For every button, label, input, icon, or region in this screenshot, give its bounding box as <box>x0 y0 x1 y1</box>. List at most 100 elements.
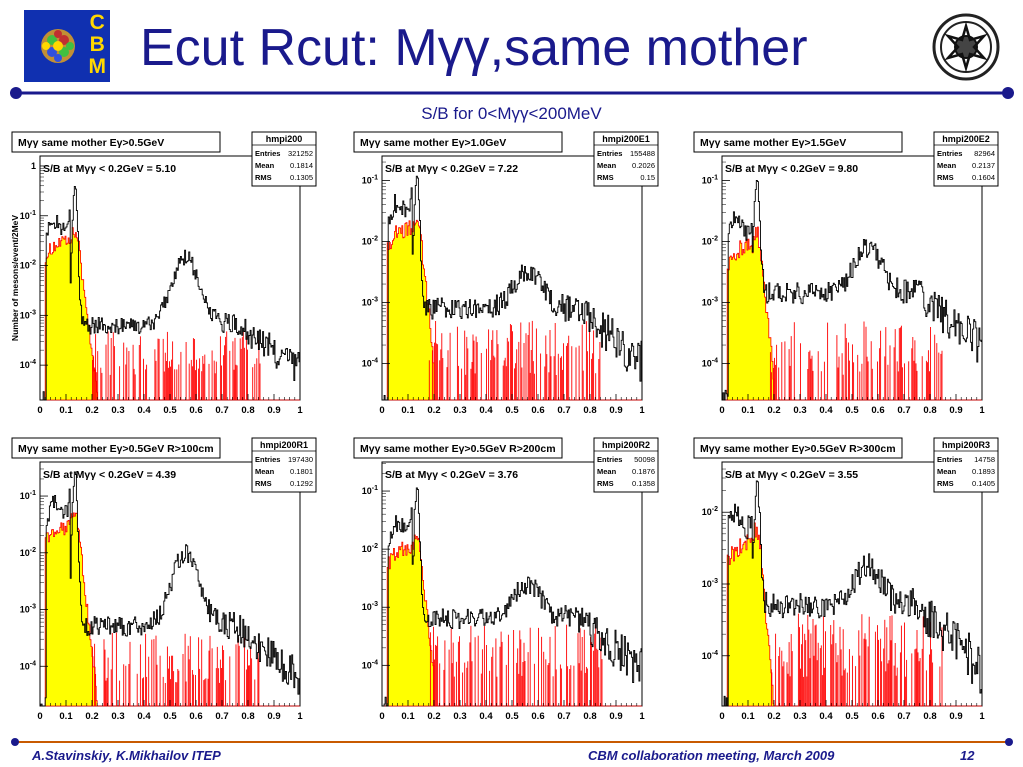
sb-annotation: S/B at Mγγ < 0.2GeV = 4.39 <box>43 469 176 481</box>
x-tick-label: 0.2 <box>427 711 440 722</box>
x-tick-label: 0.3 <box>453 405 466 416</box>
stats-label: Entries <box>597 455 622 464</box>
stats-value: 0.2137 <box>972 161 995 170</box>
y-axis-label: Number of mesons/event/2MeV <box>10 215 20 341</box>
stats-name: hmpi200R3 <box>942 440 990 450</box>
y-tick-label: 10-3 <box>20 309 36 320</box>
plot-title: Mγγ same mother Eγ>1.5GeV <box>700 137 846 149</box>
stats-value: 0.1305 <box>290 173 313 182</box>
x-tick-label: 1 <box>979 711 985 722</box>
plot-title: Mγγ same mother Eγ>0.5GeV R>300cm <box>700 443 896 455</box>
x-tick-label: 0.7 <box>557 711 570 722</box>
y-tick-label: 10-2 <box>702 235 718 246</box>
stats-label: RMS <box>937 173 954 182</box>
signal-noise-bins <box>770 613 943 706</box>
sb-annotation: S/B at Mγγ < 0.2GeV = 3.55 <box>725 469 858 481</box>
y-axis: 10-1 10-2 10-3 10-4 <box>702 161 730 368</box>
stats-label: Entries <box>937 455 962 464</box>
x-tick-label: 0.3 <box>793 405 806 416</box>
total-histogram-line <box>40 471 300 707</box>
x-tick-label: 0.1 <box>59 405 73 416</box>
stats-value: 0.1292 <box>290 479 313 488</box>
y-tick-label: 10-3 <box>362 296 378 307</box>
x-tick-label: 0.9 <box>267 711 280 722</box>
x-tick-label: 0.9 <box>949 711 962 722</box>
x-tick-label: 0 <box>37 405 42 416</box>
cbm-logo: C B M <box>24 10 110 82</box>
sb-annotation: S/B at Mγγ < 0.2GeV = 9.80 <box>725 163 858 175</box>
x-tick-label: 0.9 <box>609 711 622 722</box>
histogram-plot-5: Mγγ same mother Eγ>0.5GeV R>200cm hmpi200… <box>353 437 659 722</box>
stats-value: 0.15 <box>640 173 655 182</box>
x-tick-label: 0.7 <box>215 711 228 722</box>
stats-value: 0.1893 <box>972 467 995 476</box>
stats-frame <box>251 131 317 187</box>
stats-value: 0.1801 <box>290 467 313 476</box>
x-axis: 0 0.1 0.2 0.3 0.4 0.5 0.6 0.7 0.8 0.9 1 <box>379 394 645 416</box>
plot-panel-3: Mγγ same mother Eγ>1.5GeV hmpi200E2 Entrie… <box>690 128 1020 416</box>
footer-rule <box>11 738 1013 746</box>
stats-label: RMS <box>255 173 272 182</box>
plot-panel-2: Mγγ same mother Eγ>1.0GeV hmpi200E1 Entrie… <box>350 128 680 416</box>
y-axis: 10-2 10-3 10-4 <box>702 461 730 661</box>
histogram-plot-3: Mγγ same mother Eγ>1.5GeV hmpi200E2 Entrie… <box>693 131 999 416</box>
signal-noise-bins <box>92 632 260 706</box>
x-tick-label: 0.6 <box>531 711 544 722</box>
x-tick-label: 0.9 <box>949 405 962 416</box>
stats-value: 0.2026 <box>632 161 655 170</box>
x-tick-label: 0 <box>379 711 384 722</box>
y-tick-label: 10-4 <box>362 659 378 670</box>
x-tick-label: 0.3 <box>453 711 466 722</box>
stats-label: RMS <box>937 479 954 488</box>
total-histogram-line <box>382 175 642 401</box>
x-tick-label: 0.2 <box>767 711 780 722</box>
stats-box: hmpi200 Entries 321252 Mean 0.1814 RMS 0.1305 <box>251 131 317 187</box>
x-tick-label: 0.1 <box>741 711 755 722</box>
cbm-letter-b: B <box>89 33 105 56</box>
stats-value: 14758 <box>974 455 995 464</box>
signal-noise-bins <box>769 321 943 400</box>
y-tick-label: 10-3 <box>362 601 378 612</box>
plot-panel-5: Mγγ same mother Eγ>0.5GeV R>200cm hmpi200… <box>350 434 680 722</box>
plot-title: Mγγ same mother Eγ>0.5GeV R>100cm <box>18 443 214 455</box>
stats-value: 50098 <box>634 455 655 464</box>
histogram-plot-1: Mγγ same mother Eγ>0.5GeV hmpi200 Entries 3… <box>10 131 317 416</box>
total-histogram-line <box>722 480 982 707</box>
plot-title-box: Mγγ same mother Eγ>0.5GeV R>200cm <box>353 437 563 459</box>
x-tick-label: 0.5 <box>163 711 177 722</box>
stats-name: hmpi200 <box>266 134 303 144</box>
x-axis: 0 0.1 0.2 0.3 0.4 0.5 0.6 0.7 0.8 0.9 1 <box>37 394 303 416</box>
total-histogram-line <box>722 180 982 401</box>
footer-meeting: CBM collaboration meeting, March 2009 <box>588 748 835 763</box>
x-tick-label: 0.5 <box>845 711 859 722</box>
stats-frame <box>593 437 659 493</box>
plot-title-box: Mγγ same mother Eγ>0.5GeV R>300cm <box>693 437 903 459</box>
y-tick-label: 10-4 <box>20 660 36 671</box>
x-tick-label: 1 <box>639 711 645 722</box>
y-tick-label: 1 <box>31 161 36 171</box>
stats-box: hmpi200R3 Entries 14758 Mean 0.1893 RMS 0.1405 <box>933 437 999 493</box>
y-tick-label: 10-1 <box>20 490 36 501</box>
stats-label: Entries <box>937 149 962 158</box>
x-tick-label: 0.4 <box>479 405 493 416</box>
signal-outline <box>722 226 982 401</box>
x-tick-label: 0.6 <box>871 711 884 722</box>
itep-logo-icon <box>932 13 1000 81</box>
stats-value: 0.1604 <box>972 173 995 182</box>
footer-authors: A.Stavinskiy, K.Mikhailov ITEP <box>32 748 221 763</box>
sb-annotation: S/B at Mγγ < 0.2GeV = 3.76 <box>385 469 518 481</box>
plot-panel-6: Mγγ same mother Eγ>0.5GeV R>300cm hmpi200… <box>690 434 1020 722</box>
x-tick-label: 0.9 <box>267 405 280 416</box>
x-tick-label: 0.1 <box>401 711 415 722</box>
stats-label: Mean <box>597 161 617 170</box>
stats-value: 197430 <box>288 455 313 464</box>
stats-frame <box>933 131 999 187</box>
y-tick-label: 10-2 <box>20 260 36 271</box>
signal-fill-area <box>382 535 642 706</box>
stats-value: 0.1405 <box>972 479 995 488</box>
x-tick-label: 0.1 <box>741 405 755 416</box>
plot-title: Mγγ same mother Eγ>1.0GeV <box>360 137 506 149</box>
x-tick-label: 0.3 <box>111 711 124 722</box>
x-tick-label: 0.9 <box>609 405 622 416</box>
plot-panel-1: Mγγ same mother Eγ>0.5GeV hmpi200 Entries 3… <box>8 128 338 416</box>
